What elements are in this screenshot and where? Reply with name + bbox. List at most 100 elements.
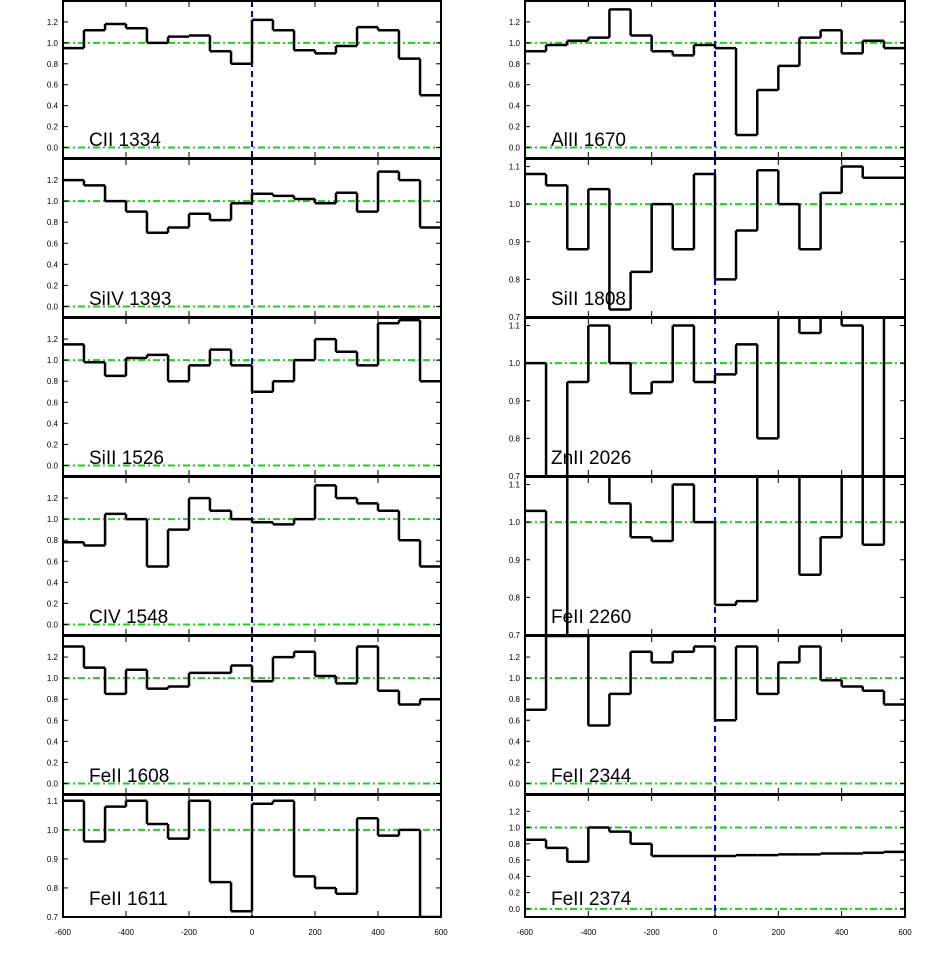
y-tick-label: 0.8 bbox=[47, 60, 59, 69]
panel bbox=[63, 636, 441, 794]
y-tick-label: 0.0 bbox=[509, 779, 521, 788]
panel-label: FeII 1608 bbox=[89, 766, 169, 787]
y-tick-label: 1.1 bbox=[509, 481, 521, 490]
y-tick-label: 0.2 bbox=[47, 281, 59, 290]
y-tick-label: 0.6 bbox=[47, 716, 59, 725]
x-tick-label: -400 bbox=[118, 928, 135, 937]
y-tick-label: 0.9 bbox=[509, 397, 521, 406]
y-tick-label: 0.8 bbox=[47, 218, 59, 227]
y-tick-label: 0.8 bbox=[47, 884, 59, 893]
panel-label: ZnII 2026 bbox=[551, 448, 631, 469]
panel bbox=[525, 1, 905, 158]
x-tick-label: -600 bbox=[55, 928, 72, 937]
panel-label: SiII 1526 bbox=[89, 448, 164, 469]
y-tick-label: 1.1 bbox=[509, 163, 521, 172]
y-tick-label: 0.4 bbox=[509, 102, 521, 111]
y-tick-label: 1.2 bbox=[509, 18, 521, 27]
x-tick-label: 200 bbox=[308, 928, 322, 937]
y-tick-label: 1.0 bbox=[47, 356, 59, 365]
y-tick-label: 1.0 bbox=[509, 39, 521, 48]
y-tick-label: 1.2 bbox=[509, 807, 521, 816]
y-tick-label: 0.8 bbox=[47, 536, 59, 545]
y-tick-label: 1.2 bbox=[509, 653, 521, 662]
y-tick-label: 1.2 bbox=[47, 653, 59, 662]
x-tick-label: 0 bbox=[713, 928, 718, 937]
panel-label: FeII 1611 bbox=[89, 889, 168, 910]
y-tick-label: 0.4 bbox=[47, 737, 59, 746]
y-tick-label: 0.6 bbox=[47, 239, 59, 248]
y-tick-label: 0.9 bbox=[47, 855, 59, 864]
y-tick-label: 1.0 bbox=[47, 826, 59, 835]
y-tick-label: 0.0 bbox=[47, 461, 59, 470]
y-tick-label: 0.6 bbox=[47, 81, 59, 90]
y-tick-label: 0.0 bbox=[509, 144, 521, 153]
step-connector bbox=[544, 477, 886, 635]
y-tick-label: 0.4 bbox=[509, 872, 521, 881]
y-tick-label: 1.0 bbox=[47, 197, 59, 206]
y-tick-label: 0.4 bbox=[47, 260, 59, 269]
y-tick-label: 0.0 bbox=[509, 905, 521, 914]
y-tick-label: 1.2 bbox=[47, 335, 59, 344]
panel-label: FeII 2344 bbox=[551, 766, 632, 787]
y-tick-label: 1.2 bbox=[47, 494, 59, 503]
step-connector bbox=[544, 636, 886, 726]
y-tick-label: 1.0 bbox=[509, 200, 521, 209]
y-tick-label: 1.1 bbox=[47, 797, 59, 806]
y-tick-label: 0.9 bbox=[509, 238, 521, 247]
x-tick-label: 0 bbox=[250, 928, 255, 937]
x-tick-label: -600 bbox=[517, 928, 534, 937]
y-tick-label: 0.2 bbox=[509, 123, 521, 132]
y-tick-label: 0.2 bbox=[509, 758, 521, 767]
y-tick-label: 1.2 bbox=[47, 18, 59, 27]
y-tick-label: 0.7 bbox=[509, 631, 521, 640]
y-tick-label: 0.8 bbox=[47, 695, 59, 704]
step-connector bbox=[544, 9, 886, 135]
y-tick-label: 0.2 bbox=[47, 440, 59, 449]
x-tick-label: 600 bbox=[898, 928, 912, 937]
x-tick-label: 200 bbox=[772, 928, 786, 937]
y-tick-label: 1.2 bbox=[47, 176, 59, 185]
y-tick-label: 0.0 bbox=[47, 620, 59, 629]
y-tick-label: 1.0 bbox=[47, 515, 59, 524]
y-tick-label: 0.0 bbox=[47, 779, 59, 788]
step-connector bbox=[544, 318, 886, 476]
panel bbox=[525, 477, 905, 635]
y-tick-label: 0.7 bbox=[47, 913, 59, 922]
step-connector bbox=[82, 485, 422, 567]
step-connector bbox=[82, 800, 422, 917]
step-connector bbox=[544, 166, 864, 310]
y-tick-label: 0.4 bbox=[509, 737, 521, 746]
y-tick-label: 0.8 bbox=[47, 377, 59, 386]
panel bbox=[525, 318, 905, 476]
y-tick-label: 0.4 bbox=[47, 102, 59, 111]
y-tick-label: 0.0 bbox=[47, 144, 59, 153]
x-tick-label: 400 bbox=[835, 928, 849, 937]
y-tick-label: 1.0 bbox=[509, 824, 521, 833]
step-connector bbox=[82, 171, 422, 233]
x-tick-label: 600 bbox=[434, 928, 448, 937]
y-tick-label: 0.8 bbox=[509, 695, 521, 704]
y-tick-label: 0.0 bbox=[47, 302, 59, 311]
x-tick-label: -200 bbox=[181, 928, 198, 937]
y-tick-label: 0.2 bbox=[47, 123, 59, 132]
y-tick-label: 0.8 bbox=[509, 275, 521, 284]
y-tick-label: 0.6 bbox=[47, 557, 59, 566]
panel bbox=[63, 1, 441, 158]
panel-label: CII 1334 bbox=[89, 130, 161, 151]
y-tick-label: 0.6 bbox=[509, 856, 521, 865]
y-tick-label: 0.6 bbox=[509, 716, 521, 725]
panel-label: SiII 1808 bbox=[551, 289, 626, 310]
y-tick-label: 0.9 bbox=[509, 556, 521, 565]
x-tick-label: 400 bbox=[371, 928, 385, 937]
y-tick-label: 0.4 bbox=[47, 419, 59, 428]
y-tick-label: 0.6 bbox=[509, 81, 521, 90]
panel-label: FeII 2374 bbox=[551, 889, 632, 910]
y-tick-label: 1.0 bbox=[509, 674, 521, 683]
y-tick-label: 0.8 bbox=[509, 434, 521, 443]
panel bbox=[525, 636, 905, 794]
y-tick-label: 0.4 bbox=[47, 578, 59, 587]
y-tick-label: 1.0 bbox=[509, 359, 521, 368]
panel bbox=[525, 795, 905, 917]
panel-label: CIV 1548 bbox=[89, 607, 168, 628]
panel bbox=[63, 795, 441, 917]
